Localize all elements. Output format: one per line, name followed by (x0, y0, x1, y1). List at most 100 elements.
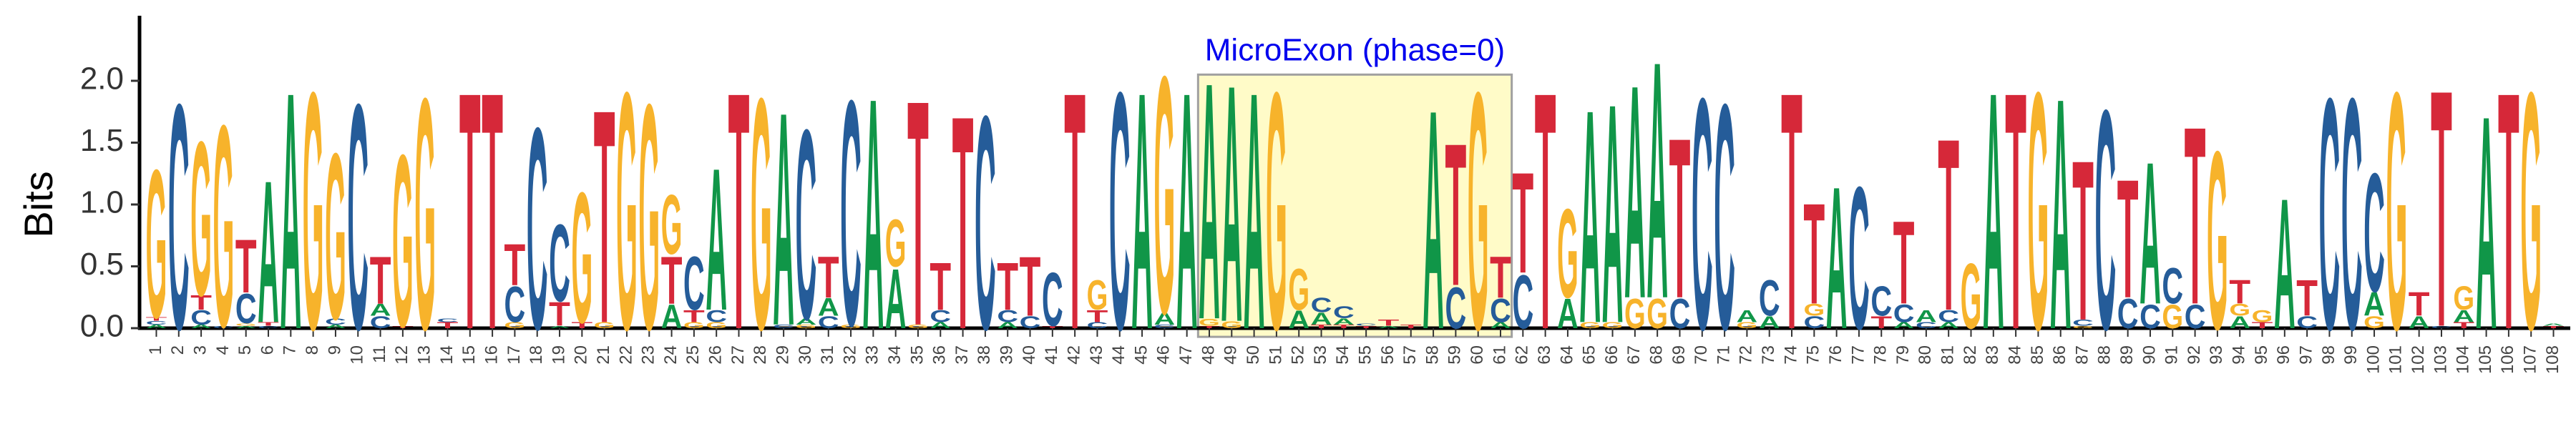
logo-letter-T-pos-104: T (2453, 320, 2474, 330)
logo-letter-A-pos-30: A (796, 317, 817, 327)
x-tick-label: 60 (1468, 345, 1487, 365)
logo-letter-C-pos-88: C (2094, 44, 2116, 395)
logo-letter-C-pos-4: C (213, 325, 235, 329)
logo-letter-C-pos-30: C (796, 74, 817, 377)
logo-letter-C-pos-79: C (1893, 300, 1915, 328)
logo-letter-C-pos-17: C (504, 277, 526, 334)
logo-letter-A-pos-104: A (2453, 307, 2474, 326)
logo-letter-C-pos-53: C (1311, 295, 1332, 317)
x-tick-label: 67 (1624, 345, 1644, 365)
logo-letter-G-pos-35: G (907, 324, 929, 330)
x-tick-label: 13 (415, 345, 434, 365)
x-tick-label: 36 (930, 345, 950, 365)
x-tick-label: 41 (1042, 345, 1061, 365)
x-tick-label: 104 (2454, 345, 2473, 374)
logo-letter-C-pos-98: C (2319, 29, 2341, 399)
logo-letter-A-pos-46: A (1154, 310, 1176, 328)
logo-letter-C-pos-91: C (2162, 258, 2183, 315)
logo-letter-A-pos-5: A (235, 325, 257, 329)
logo-letter-T-pos-84: T (2005, 22, 2026, 400)
logo-letter-C-pos-92: C (2185, 298, 2206, 335)
logo-letter-A-pos-79: A (1893, 321, 1915, 330)
logo-letter-C-pos-19: C (549, 202, 570, 325)
x-tick-label: 10 (348, 345, 367, 365)
x-tick-label: 25 (683, 345, 703, 365)
x-tick-label: 98 (2319, 345, 2338, 365)
x-tick-label: 12 (392, 345, 411, 365)
x-tick-label: 44 (1109, 345, 1128, 365)
logo-letter-G-pos-21: G (594, 320, 615, 330)
logo-letter-T-pos-24: T (661, 242, 683, 318)
logo-letter-C-pos-36: C (930, 307, 951, 326)
logo-letter-G-pos-52: G (1288, 257, 1309, 322)
logo-letter-A-pos-90: A (2140, 120, 2161, 347)
logo-letter-G-pos-26: G (706, 320, 727, 330)
logo-letter-C-pos-62: C (1512, 260, 1533, 345)
x-tick-label: 19 (549, 345, 568, 365)
x-tick-label: 62 (1513, 345, 1532, 365)
x-tick-label: 73 (1759, 345, 1778, 365)
logo-letter-T-pos-103: T (2431, 20, 2452, 398)
logo-letter-A-pos-96: A (2274, 159, 2296, 368)
logo-letter-G-pos-100: G (2363, 312, 2385, 332)
logo-letter-T-pos-62: T (1512, 143, 1533, 304)
logo-letter-G-pos-24: G (661, 177, 683, 272)
logo-letter-C-pos-78: C (1870, 277, 1892, 325)
logo-letter-C-pos-81: C (1938, 307, 1959, 326)
logo-letter-A-pos-68: A (1646, 0, 1668, 370)
x-tick-label: 34 (885, 345, 904, 365)
logo-letter-T-pos-37: T (952, 53, 974, 393)
x-tick-label: 108 (2543, 345, 2562, 374)
x-tick-label: 69 (1669, 345, 1689, 365)
logo-letter-T-pos-75: T (1803, 174, 1825, 335)
logo-letter-G-pos-94: G (2229, 300, 2250, 320)
logo-letter-C-pos-103: C (2431, 325, 2452, 329)
logo-letter-A-pos-36: A (930, 321, 951, 330)
x-tick-label: 76 (1826, 345, 1845, 365)
logo-letter-G-pos-8: G (303, 23, 324, 401)
x-tick-label: 11 (370, 345, 389, 363)
logo-letter-A-pos-105: A (2476, 54, 2497, 394)
logo-letter-A-pos-100: A (2363, 286, 2385, 323)
logo-letter-T-pos-40: T (1020, 240, 1041, 335)
logo-letter-A-pos-26: A (706, 127, 727, 354)
logo-letter-C-pos-87: C (2072, 318, 2094, 327)
y-tick-label: 1.5 (80, 123, 124, 158)
x-tick-label: 100 (2363, 345, 2383, 374)
logo-letter-G-pos-85: G (2028, 23, 2049, 401)
logo-letter-T-pos-89: T (2117, 144, 2139, 334)
logo-letter-T-pos-11: T (370, 242, 391, 318)
logo-letter-G-pos-17: G (504, 320, 526, 330)
logo-letter-C-pos-18: C (527, 68, 548, 390)
x-tick-label: 22 (616, 345, 635, 365)
logo-letter-T-pos-1: T (146, 316, 167, 322)
logo-letter-A-pos-64: A (1557, 290, 1579, 337)
logo-letter-A-pos-72: A (1737, 307, 1758, 326)
x-tick-label: 81 (1938, 345, 1958, 365)
x-tick-label: 63 (1535, 345, 1554, 365)
logo-letter-A-pos-86: A (2050, 29, 2072, 399)
logo-letter-C-pos-100: C (2363, 139, 2385, 328)
logo-letter-A-pos-47: A (1176, 22, 1198, 401)
logo-letter-G-pos-82: G (1961, 245, 1982, 348)
logo-letter-A-pos-34: A (885, 252, 907, 346)
logo-letter-T-pos-74: T (1781, 22, 1802, 400)
x-tick-label: 99 (2341, 345, 2361, 365)
logo-letter-A-pos-83: A (1983, 22, 2004, 401)
logo-letter-G-pos-3: G (190, 95, 212, 342)
logo-letter-C-pos-80: C (1916, 321, 1937, 330)
logo-letter-G-pos-28: G (751, 30, 772, 399)
logo-letter-C-pos-89: C (2117, 290, 2139, 337)
y-tick-label: 0.0 (80, 309, 124, 344)
x-tick-label: 87 (2072, 345, 2092, 365)
logo-letter-C-pos-2: C (168, 37, 190, 397)
logo-letter-T-pos-59: T (1445, 102, 1467, 329)
logo-letter-C-pos-3: C (190, 307, 212, 329)
x-tick-label: 14 (437, 345, 457, 365)
logo-letter-T-pos-35: T (907, 33, 929, 393)
logo-letter-A-pos-6: A (258, 139, 279, 366)
logo-letter-C-pos-32: C (840, 34, 862, 393)
logo-letter-C-pos-69: C (1669, 290, 1691, 337)
logo-letter-A-pos-81: A (1938, 321, 1959, 330)
